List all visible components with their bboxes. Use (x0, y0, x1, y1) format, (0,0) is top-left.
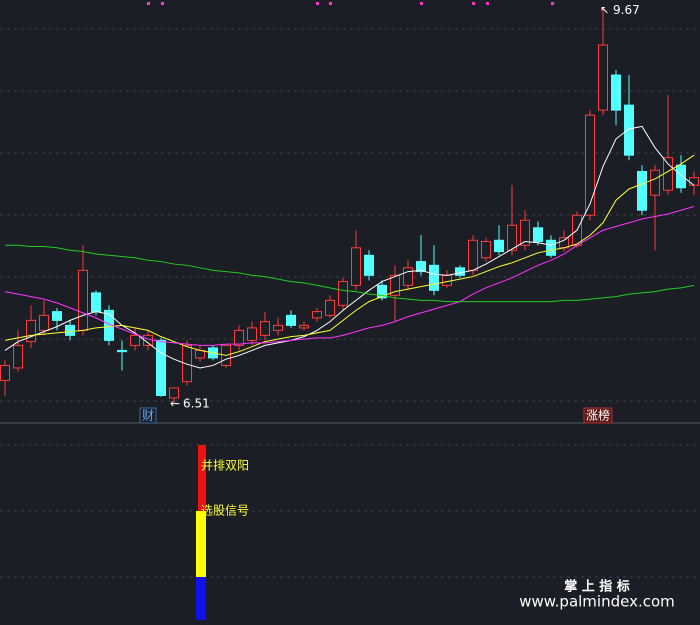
signal-dot (316, 2, 319, 5)
candle-body (663, 157, 673, 191)
high-label: 9.67 (613, 3, 640, 17)
arrow: ← (170, 396, 180, 410)
plot: ↖ 9.67 ← 6.51 (0, 3, 699, 410)
candle-body (676, 164, 686, 189)
candle-body (117, 349, 127, 353)
candle-body (195, 349, 205, 359)
candle-body (234, 329, 244, 346)
tag: 财 (142, 409, 154, 423)
candle-body (468, 239, 478, 271)
candle-body (624, 104, 634, 156)
watermark-title: 掌 上 指 标 (564, 579, 630, 595)
candle-body (611, 74, 621, 111)
moving-average (5, 244, 695, 303)
candle-body (650, 169, 660, 196)
candle-body (52, 311, 62, 321)
signal-dot (147, 2, 150, 5)
candle-body (689, 177, 699, 186)
candle-body (169, 387, 179, 399)
candle-body (299, 324, 309, 329)
moving-average (4, 154, 695, 356)
candle-body (403, 267, 413, 286)
candle-body (273, 324, 283, 331)
moving-average (4, 206, 695, 346)
candle-body (637, 170, 647, 211)
candle-body (416, 261, 426, 273)
candle-body (390, 274, 400, 296)
signal-dot (551, 2, 554, 5)
indicator-label: 选股信号 (201, 504, 249, 518)
signal-dots (147, 2, 554, 5)
indicator-bar (196, 511, 206, 577)
tag-box (139, 407, 157, 424)
candle-body (325, 299, 335, 316)
candle-body (260, 321, 270, 336)
candle-body (585, 114, 595, 216)
candle-body (26, 319, 36, 343)
candle-body (364, 254, 374, 276)
candle-body (559, 237, 569, 249)
candle-body (442, 274, 452, 286)
candle-body (481, 241, 491, 259)
candle-body (286, 314, 296, 326)
signal-dot (329, 2, 332, 5)
candle-body (546, 239, 556, 256)
signal-dot (486, 2, 489, 5)
candle-body (533, 227, 543, 243)
indicator-label: 并排双阳 (201, 459, 249, 473)
candle-body (429, 264, 439, 291)
candle-body (507, 224, 517, 251)
candle-body (130, 334, 140, 346)
signal-dot (472, 2, 475, 5)
indicator: 并排双阳 选股信号 (196, 445, 249, 620)
tag-box (583, 407, 613, 424)
candle-body (13, 344, 23, 369)
candle-body (65, 324, 75, 336)
candle-body (78, 269, 88, 331)
low-label: 6.51 (183, 396, 210, 410)
candle-body (598, 44, 608, 111)
grid (0, 28, 700, 578)
candle-body (494, 239, 504, 253)
candle-body (39, 314, 49, 331)
tag: 涨榜 (586, 408, 610, 423)
candle-body (338, 281, 348, 306)
signal-dot (420, 2, 423, 5)
candle-body (156, 339, 166, 396)
candle-body (520, 219, 530, 246)
watermark-url: www.palmindex.com (519, 593, 675, 611)
candle-body (247, 327, 257, 341)
candle-body (377, 284, 387, 299)
indicator-bar (196, 577, 206, 620)
moving-average (4, 125, 695, 369)
candle-body (182, 344, 192, 383)
candle-body (0, 364, 10, 381)
candle-body (312, 311, 322, 319)
candle-body (351, 247, 361, 286)
candle-body (91, 292, 101, 313)
signal-dot (161, 2, 164, 5)
indicator-bar (198, 445, 206, 511)
arrow: ↖ (600, 4, 609, 17)
candle-body (455, 267, 465, 276)
